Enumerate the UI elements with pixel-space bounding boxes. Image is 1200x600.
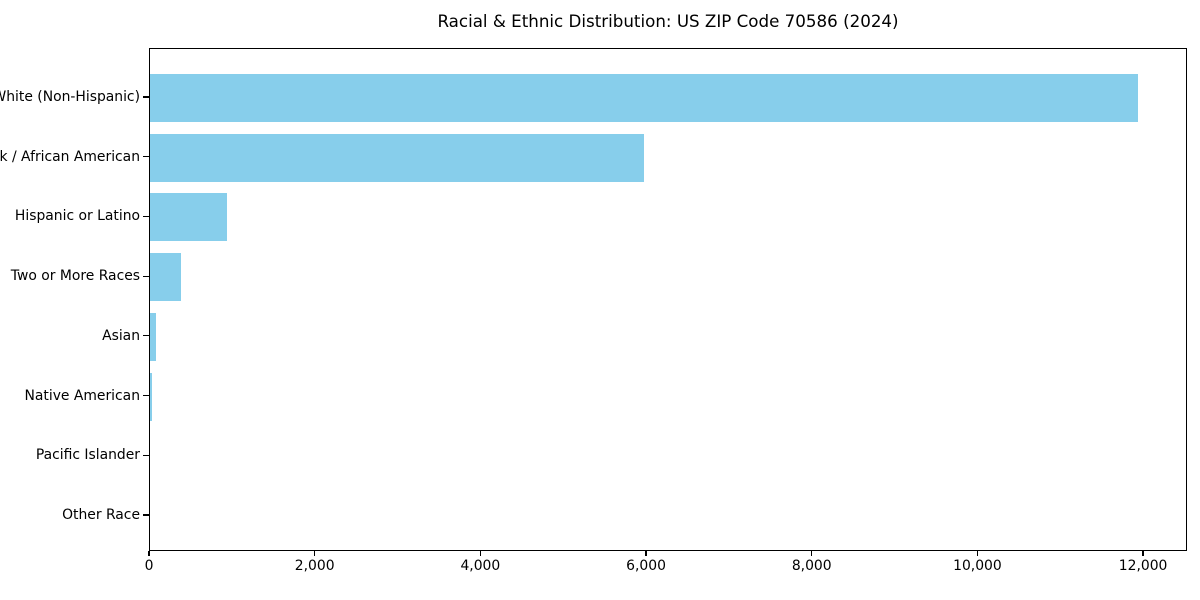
x-tick-label: 6,000	[626, 558, 666, 574]
x-tick-label: 12,000	[1118, 558, 1168, 574]
y-tick-mark	[143, 514, 149, 516]
y-tick-label: Other Race	[62, 506, 140, 523]
y-tick-label: Pacific Islander	[35, 447, 140, 464]
x-tick-mark	[645, 551, 647, 556]
y-tick-mark	[143, 215, 149, 217]
x-tick-label: 4,000	[460, 558, 501, 574]
x-tick-label: 10,000	[953, 558, 1002, 574]
x-tick-mark	[479, 551, 481, 556]
x-tick-mark	[811, 551, 813, 556]
plot-area	[149, 48, 1187, 551]
x-tick-mark	[976, 551, 978, 556]
y-tick-mark	[143, 335, 149, 337]
bar	[150, 312, 156, 361]
bar	[150, 133, 645, 182]
y-tick-mark	[143, 394, 149, 397]
y-tick-label: Hispanic or Latino	[14, 208, 140, 225]
bar	[150, 253, 181, 302]
y-tick-label: Black / African American	[0, 148, 140, 165]
x-tick-label: 0	[144, 558, 154, 574]
x-tick-label: 2,000	[294, 558, 335, 574]
bar	[150, 74, 1139, 122]
bar	[150, 193, 228, 242]
x-tick-mark	[314, 551, 316, 556]
bar	[150, 372, 153, 421]
chart-title: Racial & Ethnic Distribution: US ZIP Cod…	[437, 11, 899, 31]
x-tick-mark	[1142, 551, 1144, 556]
y-tick-mark	[143, 454, 149, 456]
y-tick-label: Two or More Races	[10, 268, 140, 285]
x-tick-label: 8,000	[791, 558, 832, 574]
y-tick-label: White (Non-Hispanic)	[0, 89, 140, 105]
x-tick-mark	[148, 551, 150, 556]
y-tick-mark	[143, 275, 149, 277]
y-tick-label: Asian	[102, 327, 140, 344]
y-tick-mark	[143, 96, 149, 98]
y-tick-mark	[143, 156, 149, 158]
y-tick-label: Native American	[24, 387, 141, 404]
